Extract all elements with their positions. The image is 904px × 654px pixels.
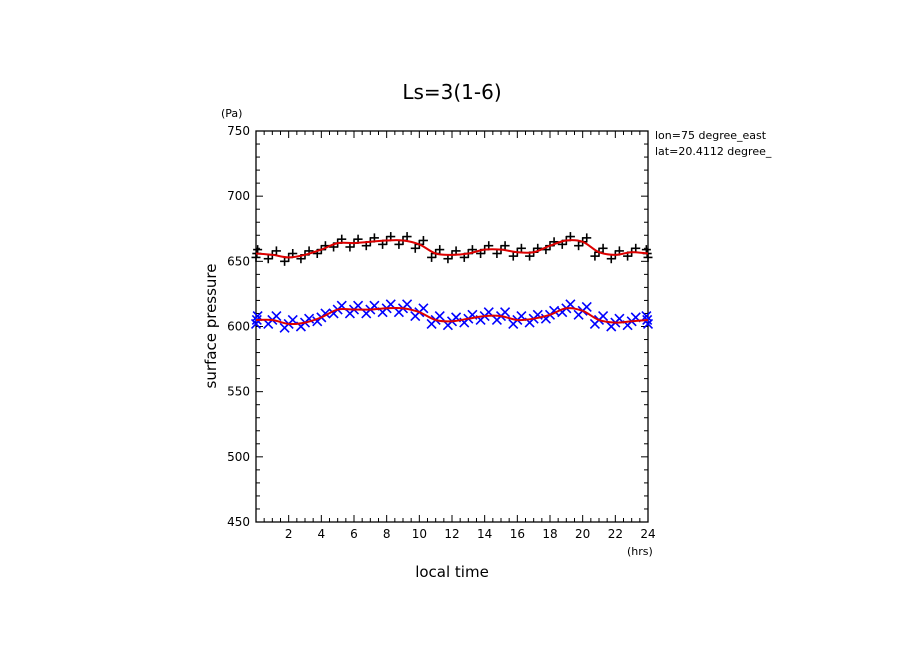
y-unit-label: (Pa) — [221, 107, 242, 120]
y-tick-label: 750 — [227, 124, 250, 138]
annotation-lat: lat=20.4112 degree_ — [655, 145, 772, 158]
plot-frame — [255, 130, 649, 523]
x-tick-label: 2 — [285, 527, 293, 541]
data-point-x — [598, 311, 609, 322]
y-tick-label: 450 — [227, 515, 250, 529]
data-point-x — [434, 311, 445, 322]
annotation-lon: lon=75 degree_east — [655, 129, 767, 142]
data-point-x — [402, 299, 413, 310]
x-tick-label: 6 — [350, 527, 358, 541]
x-tick-label: 20 — [575, 527, 590, 541]
x-tick-label: 12 — [444, 527, 459, 541]
x-tick-label: 22 — [608, 527, 623, 541]
data-point-x — [642, 318, 654, 329]
y-tick-label: 500 — [227, 450, 250, 464]
chart-title: Ls=3(1-6) — [402, 80, 501, 104]
x-tick-label: 16 — [510, 527, 525, 541]
x-tick-label: 10 — [412, 527, 427, 541]
x-tick-label: 4 — [318, 527, 326, 541]
data-point-x — [271, 311, 282, 322]
plot-layer: 2 4 6 8 10 12 14 16 18 20 22 2445050055060065070075… — [227, 124, 656, 541]
data-point-x — [500, 307, 511, 318]
fit-line-series-1 — [255, 306, 649, 326]
y-tick-label: 650 — [227, 254, 250, 268]
y-tick-label: 550 — [227, 385, 250, 399]
y-tick-label: 700 — [227, 189, 250, 203]
x-tick-label: 24 — [640, 527, 655, 541]
x-unit-label: (hrs) — [627, 545, 653, 558]
data-point-x — [418, 303, 429, 314]
y-axis-label: surface pressure — [202, 264, 220, 389]
x-tick-label: 14 — [477, 527, 492, 541]
data-point-x — [581, 301, 592, 313]
x-tick-label: 8 — [383, 527, 391, 541]
y-tick-label: 600 — [227, 320, 250, 334]
fit-line-series-0 — [255, 239, 649, 259]
x-axis-label: local time — [415, 563, 489, 581]
data-point-x — [252, 311, 263, 322]
x-tick-label: 18 — [542, 527, 557, 541]
data-point-x — [641, 311, 652, 322]
data-point-x — [250, 318, 262, 329]
